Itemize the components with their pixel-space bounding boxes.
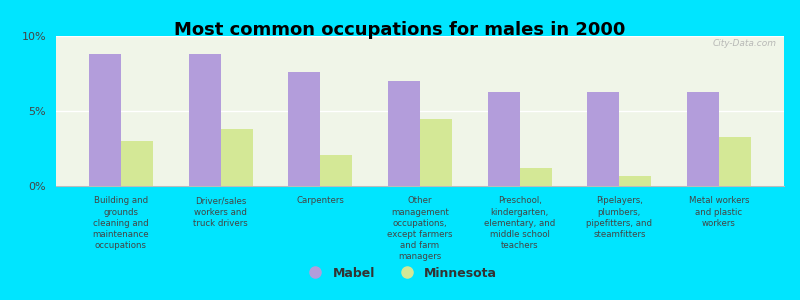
Bar (587, 92, 619, 186)
Bar (320, 154, 352, 186)
Bar (619, 176, 651, 186)
Bar (121, 141, 153, 186)
Legend: Mabel, Minnesota: Mabel, Minnesota (298, 262, 502, 285)
Text: City-Data.com: City-Data.com (713, 39, 777, 48)
Bar (388, 81, 420, 186)
Bar (719, 136, 751, 186)
Bar (189, 54, 221, 186)
Bar (89, 54, 121, 186)
Bar (420, 118, 452, 186)
Bar (488, 92, 520, 186)
Bar (221, 129, 253, 186)
Bar (687, 92, 719, 186)
Text: Most common occupations for males in 2000: Most common occupations for males in 200… (174, 21, 626, 39)
Bar (289, 72, 320, 186)
Bar (520, 168, 551, 186)
